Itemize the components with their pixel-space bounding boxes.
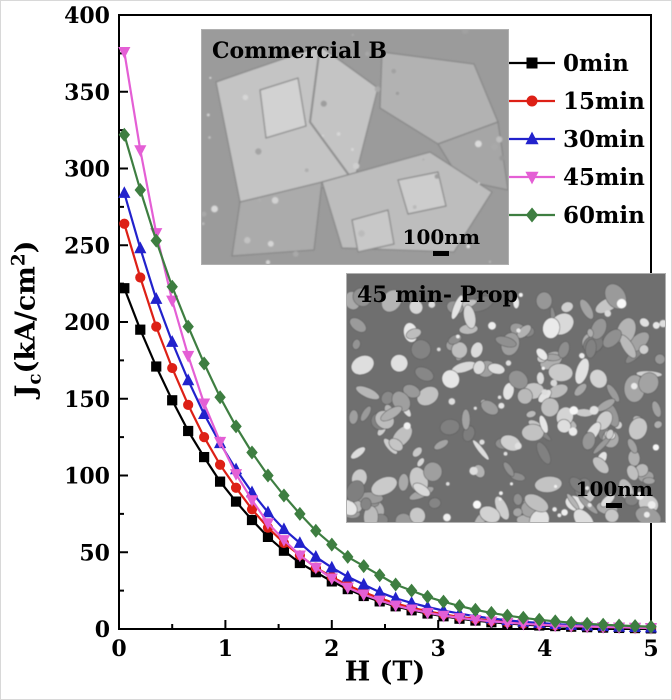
series-marker-0min xyxy=(231,497,240,506)
sem-inset-commercial-b: Commercial B 100nm xyxy=(201,29,509,265)
series-marker-30min xyxy=(342,571,353,581)
series-marker-60min xyxy=(343,551,353,563)
x-tick-label: 4 xyxy=(537,636,552,662)
series-marker-0min xyxy=(247,515,256,524)
y-tick-label: 0 xyxy=(95,617,110,643)
ylabel-sup: 2 xyxy=(8,253,29,266)
series-marker-30min xyxy=(327,562,338,572)
legend-label-45min: 45min xyxy=(563,164,645,191)
series-marker-60min xyxy=(375,569,385,581)
series-marker-60min xyxy=(199,357,209,369)
legend-marker-15min xyxy=(527,96,537,106)
series-marker-15min xyxy=(184,400,193,409)
x-tick-label: 5 xyxy=(643,636,658,662)
scalebar-45min-prop: 100nm xyxy=(576,477,653,508)
legend-label-30min: 30min xyxy=(563,126,645,153)
y-tick-label: 350 xyxy=(64,80,110,106)
series-marker-60min xyxy=(135,184,145,196)
x-tick-label: 1 xyxy=(218,636,233,662)
series-marker-30min xyxy=(167,336,178,346)
inset-label-45min-prop: 45 min- Prop xyxy=(357,282,518,308)
series-marker-30min xyxy=(135,243,146,253)
series-marker-0min xyxy=(215,477,224,486)
series-marker-30min xyxy=(119,187,130,197)
x-tick-label: 3 xyxy=(431,636,446,662)
x-tick-label: 2 xyxy=(324,636,339,662)
series-marker-15min xyxy=(152,322,161,331)
series-marker-30min xyxy=(151,293,162,303)
series-marker-60min xyxy=(359,560,369,572)
scalebar-bar-icon xyxy=(606,503,622,508)
y-tick-label: 300 xyxy=(64,157,110,183)
series-marker-60min xyxy=(183,320,193,332)
series-marker-0min xyxy=(152,362,161,371)
ylabel-sub: c xyxy=(25,373,46,384)
y-tick-label: 50 xyxy=(79,540,110,566)
scalebar-text-45min-prop: 100nm xyxy=(576,477,653,501)
y-tick-label: 150 xyxy=(64,387,110,413)
scalebar-commercial-b: 100nm xyxy=(403,225,480,256)
y-axis-title: Jc(kA/cm2) xyxy=(8,241,45,398)
x-tick-label: 0 xyxy=(111,636,126,662)
ylabel-unit-open: (kA/cm xyxy=(10,266,41,373)
series-marker-0min xyxy=(184,426,193,435)
series-marker-15min xyxy=(215,460,224,469)
ylabel-unit-close: ) xyxy=(10,241,41,254)
ylabel-main: J xyxy=(10,385,41,398)
y-tick-label: 100 xyxy=(64,464,110,490)
series-marker-0min xyxy=(168,396,177,405)
series-marker-60min xyxy=(423,591,433,603)
series-marker-15min xyxy=(168,363,177,372)
figure: 0 1 2 3 4 5 0 50 100 150 200 250 300 350 400 0min 15min 3… xyxy=(0,0,672,700)
sem-inset-45min-prop: 45 min- Prop 100nm xyxy=(346,273,666,523)
series-marker-45min xyxy=(183,351,194,361)
legend-marker-60min xyxy=(527,208,538,222)
y-tick-label: 400 xyxy=(64,3,110,29)
series-marker-15min xyxy=(120,219,129,228)
series-marker-60min xyxy=(391,578,401,590)
series-marker-0min xyxy=(136,325,145,334)
series-marker-45min xyxy=(135,146,146,156)
series-marker-15min xyxy=(200,433,209,442)
series-marker-60min xyxy=(438,595,448,607)
inset-label-commercial-b: Commercial B xyxy=(212,38,387,64)
scalebar-bar-icon xyxy=(433,251,449,256)
x-axis-title: H (T) xyxy=(345,657,426,688)
series-marker-15min xyxy=(231,483,240,492)
series-marker-30min xyxy=(183,375,194,385)
series-marker-0min xyxy=(120,284,129,293)
legend-label-60min: 60min xyxy=(563,202,645,229)
legend-label-0min: 0min xyxy=(563,50,629,77)
series-marker-60min xyxy=(454,600,464,612)
y-tick-label: 250 xyxy=(64,233,110,259)
series-marker-15min xyxy=(136,273,145,282)
scalebar-text-commercial-b: 100nm xyxy=(403,225,480,249)
series-marker-0min xyxy=(263,532,272,541)
series-marker-60min xyxy=(470,604,480,616)
y-tick-label: 200 xyxy=(64,310,110,336)
series-marker-60min xyxy=(407,584,417,596)
series-marker-0min xyxy=(200,452,209,461)
legend-label-15min: 15min xyxy=(563,88,645,115)
legend-marker-0min xyxy=(527,58,537,68)
